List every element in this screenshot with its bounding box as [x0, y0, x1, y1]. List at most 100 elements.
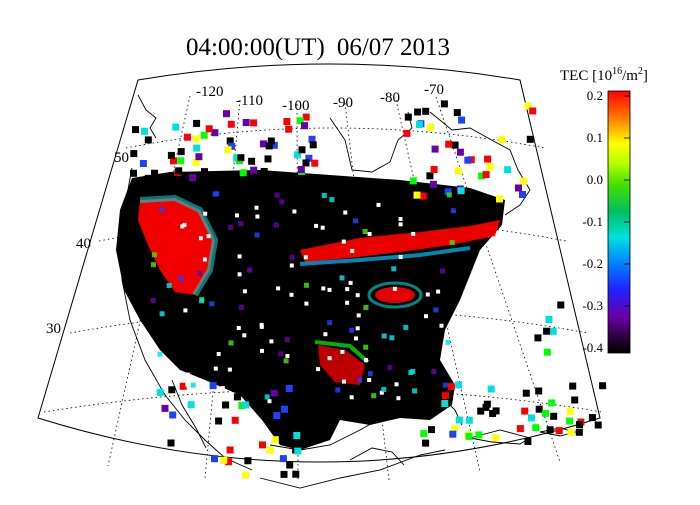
tec-speckle — [157, 351, 163, 357]
station-marker — [167, 439, 175, 447]
station-marker — [422, 107, 430, 115]
coverage-gap — [424, 314, 428, 319]
coverage-gap — [425, 292, 430, 297]
station-marker — [575, 428, 583, 436]
station-marker — [428, 426, 435, 434]
station-marker — [532, 424, 540, 432]
tec-high-west — [138, 198, 215, 295]
station-marker — [193, 119, 201, 127]
alaska-coast — [137, 94, 157, 139]
station-marker — [451, 141, 459, 149]
tec-speckle — [166, 283, 172, 288]
tec-speckle — [247, 267, 253, 273]
tec-speckle — [381, 333, 387, 339]
tec-speckle — [433, 307, 439, 313]
station-marker — [281, 405, 289, 413]
coverage-gap — [320, 225, 325, 230]
station-marker — [267, 137, 275, 145]
station-marker — [404, 113, 412, 121]
station-marker — [302, 113, 310, 121]
station-marker — [228, 142, 236, 150]
station-marker — [519, 191, 526, 198]
title-date: 06/07 2013 — [337, 34, 450, 61]
station-marker — [292, 470, 300, 478]
lat-label-50: 50 — [114, 150, 129, 166]
coverage-gap — [321, 286, 326, 291]
station-marker — [220, 456, 228, 464]
coverage-gap — [237, 272, 242, 277]
tec-speckle — [321, 193, 327, 198]
station-marker — [141, 127, 149, 135]
station-marker — [226, 137, 234, 145]
coverage-gap — [242, 333, 247, 338]
station-marker — [550, 412, 558, 420]
station-marker — [139, 160, 147, 167]
station-marker — [301, 122, 308, 130]
coverage-gap — [285, 354, 290, 358]
station-marker — [297, 166, 305, 173]
tec-speckle — [403, 324, 409, 330]
station-marker — [260, 168, 268, 175]
station-marker — [504, 166, 512, 174]
station-marker — [571, 396, 579, 404]
tec-speckle — [450, 208, 456, 214]
tec-speckle — [284, 337, 290, 343]
coverage-gap — [259, 324, 264, 329]
station-marker — [465, 432, 473, 440]
tec-speckle — [228, 224, 234, 230]
coverage-gap — [254, 205, 259, 210]
station-marker — [455, 416, 463, 424]
station-marker — [403, 129, 411, 137]
station-marker — [130, 169, 137, 177]
tec-edge-west — [139, 194, 219, 297]
coverage-gap — [376, 202, 381, 207]
tec-speckle — [289, 254, 295, 260]
coverage-gap — [180, 224, 185, 229]
map-title: 04:00:00(UT) 06/07 2013 — [186, 34, 450, 61]
tec-high-south — [318, 345, 365, 385]
station-marker — [201, 168, 208, 176]
station-marker — [285, 125, 293, 133]
tec-speckle — [228, 340, 234, 346]
tec-speckle — [150, 298, 156, 304]
colorbar-tick-label: 0.1 — [587, 130, 603, 145]
station-marker — [478, 172, 486, 180]
coverage-gap — [354, 336, 358, 341]
station-marker — [259, 441, 266, 449]
station-marker — [242, 119, 250, 126]
coverage-gap — [367, 232, 372, 236]
station-marker — [156, 388, 164, 396]
tec-high-band — [300, 220, 500, 262]
station-marker — [422, 439, 430, 447]
station-marker — [170, 157, 177, 165]
station-marker — [455, 381, 463, 389]
tec-speckle — [381, 387, 387, 392]
station-marker — [430, 166, 438, 173]
coverage-gap — [396, 396, 401, 401]
station-marker — [239, 389, 247, 397]
station-marker — [492, 407, 500, 415]
coverage-gap — [349, 395, 354, 400]
station-marker — [195, 153, 203, 161]
tec-speckle — [440, 268, 445, 274]
station-marker — [484, 155, 492, 163]
station-marker — [200, 131, 208, 139]
tec-speckle — [303, 282, 309, 288]
coverage-gap — [269, 339, 274, 344]
tec-speckle — [363, 344, 369, 350]
station-marker — [496, 195, 503, 203]
station-marker — [130, 150, 138, 158]
coverage-gap — [345, 300, 350, 305]
station-marker — [285, 385, 293, 392]
station-marker — [426, 123, 434, 131]
coverage-gap — [183, 308, 188, 313]
central-america — [259, 449, 446, 489]
station-marker — [266, 446, 274, 454]
station-marker — [413, 191, 421, 199]
coverage-gap — [235, 213, 239, 218]
station-marker — [281, 391, 289, 398]
station-marker — [222, 401, 230, 409]
tec-speckle — [273, 222, 279, 228]
tec-speckle — [412, 388, 418, 394]
coverage-gap — [394, 382, 399, 387]
